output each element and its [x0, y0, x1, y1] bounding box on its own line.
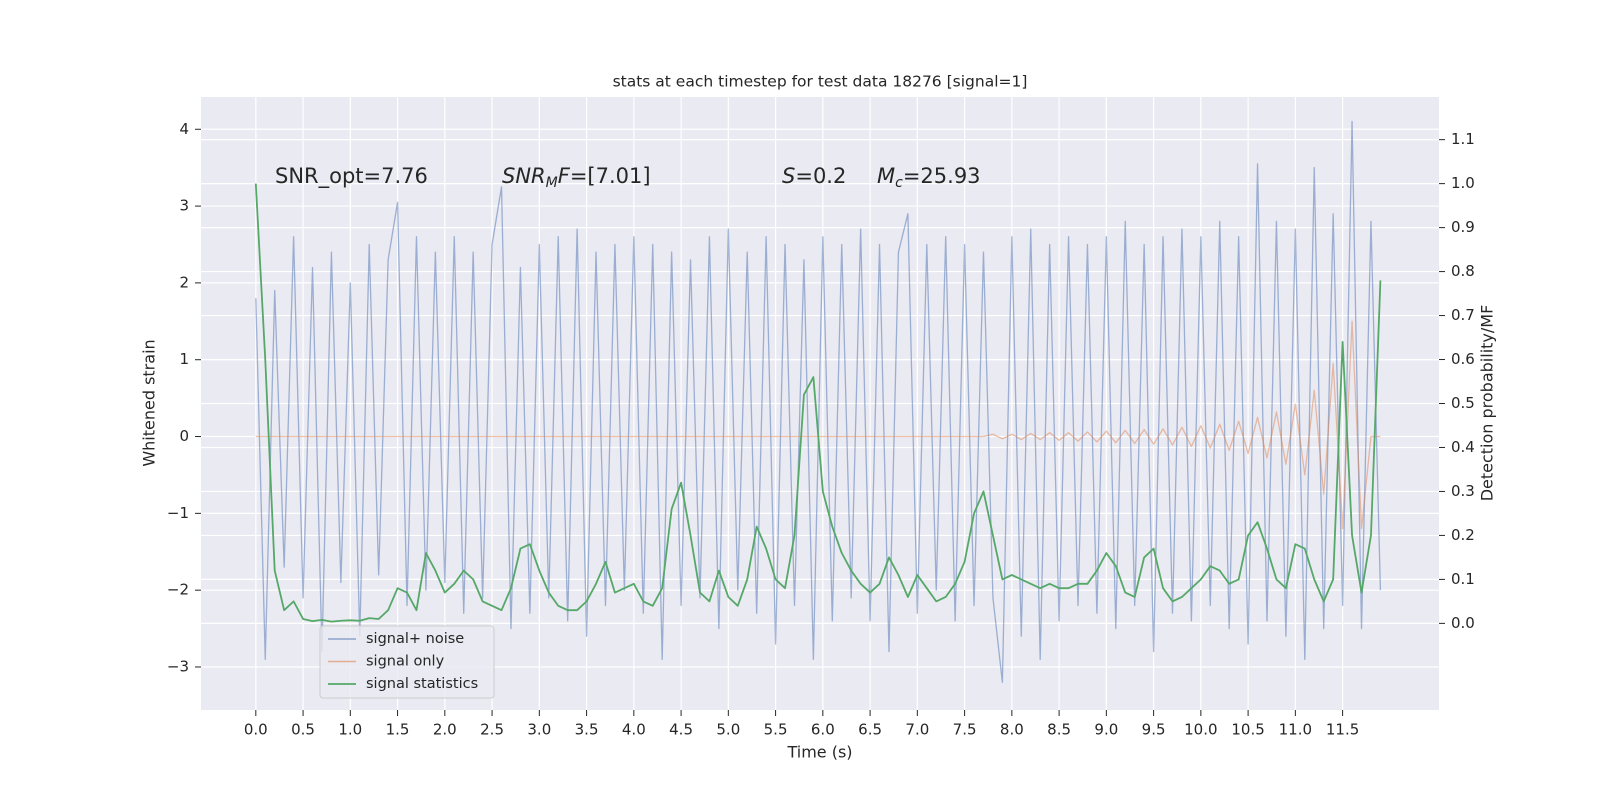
y2-tick-label: 0.5: [1451, 394, 1475, 412]
legend-label: signal+ noise: [366, 631, 464, 647]
y2-axis-label: Detection probability/MF: [1478, 305, 1497, 502]
x-tick-label: 5.5: [764, 721, 788, 739]
x-tick-label: 8.5: [1047, 721, 1071, 739]
series-line: [254, 183, 1382, 623]
x-tick-label: 7.0: [905, 721, 929, 739]
x-tick-label: 6.5: [858, 721, 882, 739]
marks: [254, 120, 1382, 683]
annotation-part: =25.93: [903, 164, 981, 188]
annotation-part: SNR_opt=7.76: [275, 164, 428, 189]
x-tick-label: 0.5: [291, 721, 315, 739]
x-tick-label: 8.0: [1000, 721, 1024, 739]
labels: 0.0 0.5 1.0 1.5 2.0 2.5 3.0 3.5 4.0 4.5 5.0 5.5 6.0 6…: [167, 120, 1475, 739]
x-tick-label: 5.0: [716, 721, 740, 739]
y2-tick-label: 0.3: [1451, 482, 1475, 500]
annotation: Mc=25.93: [877, 164, 981, 191]
annotation-part: S: [782, 164, 795, 188]
y2-tick-label: 0.8: [1451, 262, 1475, 280]
annotation: SNRMF=[7.01]: [502, 164, 651, 191]
x-tick-label: 1.0: [338, 721, 362, 739]
x-tick-label: 3.0: [527, 721, 551, 739]
y-tick-label: 4: [179, 120, 189, 138]
annotation-part: SNR: [502, 164, 546, 188]
y-tick-label: 1: [179, 350, 189, 368]
y-tick-label: 3: [179, 197, 189, 215]
legend-label: signal statistics: [366, 676, 478, 692]
x-tick-label: 4.5: [669, 721, 693, 739]
x-tick-label: 11.0: [1279, 721, 1312, 739]
annotation-part: F: [558, 164, 571, 188]
legend-box: [319, 625, 495, 699]
y2-tick-label: 0.7: [1451, 306, 1475, 324]
legend: signal+ noise signal only signal statistic…: [319, 625, 495, 699]
x-tick-label: 10.5: [1231, 721, 1264, 739]
series-line: [255, 120, 1382, 683]
chart-title: stats at each timestep for test data 182…: [613, 73, 1028, 91]
y2-tick-label: 0.9: [1451, 218, 1475, 236]
y2-tick-label: 0.1: [1451, 570, 1475, 588]
x-tick-label: 7.5: [953, 721, 977, 739]
y2-tick-label: 1.0: [1451, 174, 1475, 192]
annotation-part: c: [895, 175, 903, 191]
y2-tick-label: 0.0: [1451, 614, 1475, 632]
x-tick-label: 0.0: [244, 721, 268, 739]
x-tick-label: 2.5: [480, 721, 504, 739]
x-tick-label: 2.0: [433, 721, 457, 739]
x-tick-label: 11.5: [1326, 721, 1359, 739]
y2-tick-label: 0.4: [1451, 438, 1475, 456]
y-tick-label: 2: [179, 273, 189, 291]
annotation-part: =0.2: [795, 164, 846, 188]
x-tick-label: 10.0: [1184, 721, 1217, 739]
annotation-part: M: [546, 175, 558, 191]
x-axis-label: Time (s): [786, 743, 852, 762]
y-tick-label: −2: [167, 581, 189, 599]
y-tick-label: −1: [167, 504, 189, 522]
y-tick-label: −3: [167, 657, 189, 675]
annotation: S=0.2: [782, 164, 846, 188]
y-tick-label: 0: [179, 427, 189, 445]
x-tick-label: 6.0: [811, 721, 835, 739]
x-tick-label: 9.0: [1094, 721, 1118, 739]
annotation-part: =[7.01]: [570, 164, 651, 188]
y-axis-label: Whitened strain: [140, 339, 159, 466]
x-tick-label: 9.5: [1142, 721, 1166, 739]
annotation: SNR_opt=7.76: [275, 164, 428, 189]
x-tick-label: 4.0: [622, 721, 646, 739]
y2-tick-label: 1.1: [1451, 130, 1475, 148]
y2-tick-label: 0.6: [1451, 350, 1475, 368]
y2-tick-label: 0.2: [1451, 526, 1475, 544]
annotation-part: M: [877, 164, 895, 188]
x-tick-label: 3.5: [575, 721, 599, 739]
x-tick-label: 1.5: [386, 721, 410, 739]
legend-label: signal only: [366, 654, 445, 670]
